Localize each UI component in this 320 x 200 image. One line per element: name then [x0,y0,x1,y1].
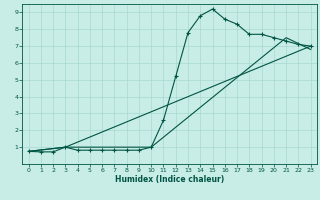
X-axis label: Humidex (Indice chaleur): Humidex (Indice chaleur) [115,175,224,184]
